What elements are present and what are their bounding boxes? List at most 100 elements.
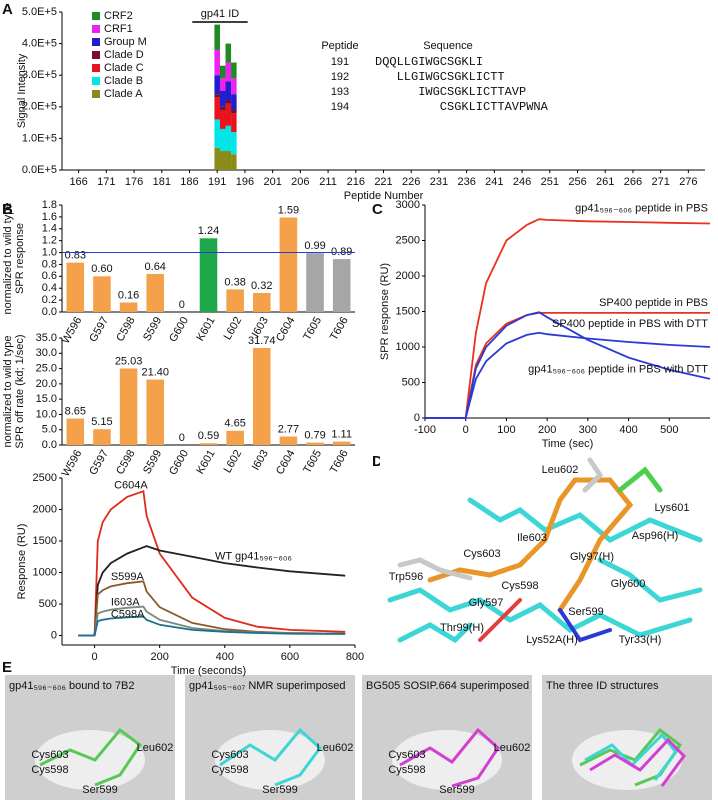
x-tick-label: 181 bbox=[153, 176, 171, 188]
x-tick-label: 276 bbox=[679, 176, 697, 188]
panel-label: D bbox=[372, 453, 383, 470]
bar-segment bbox=[214, 97, 220, 120]
y-tick-label: 500 bbox=[402, 376, 420, 388]
residue-label: Cys603 bbox=[211, 749, 248, 761]
annotation: C604A bbox=[114, 479, 148, 491]
x-tick-label: 600 bbox=[281, 651, 299, 663]
structure-d-art bbox=[380, 455, 716, 657]
y-axis-label: normalized to wild type bbox=[2, 336, 14, 448]
bar-segment bbox=[231, 62, 237, 79]
line bbox=[78, 615, 346, 637]
y-axis-label: Signal Intensity bbox=[16, 53, 28, 128]
legend-swatch bbox=[92, 25, 100, 33]
x-tick-label: L602 bbox=[222, 315, 245, 342]
residue-label: Tyr33(H) bbox=[619, 634, 662, 646]
annotation: SP400 peptide in PBS with DTT bbox=[552, 318, 708, 330]
bar bbox=[119, 302, 138, 312]
bar-segment bbox=[219, 128, 226, 152]
bar bbox=[93, 276, 111, 312]
y-tick-label: 2.0E+5 bbox=[22, 101, 57, 113]
table-cell: DQQLLGIWGCSGKLI bbox=[375, 55, 483, 69]
residue-label: Gly597 bbox=[469, 597, 504, 609]
bar bbox=[306, 253, 324, 312]
residue-label: Ser599 bbox=[568, 606, 603, 618]
panel-title: gp41₅₉₆₋₆₀₆ bound to 7B2 bbox=[9, 680, 134, 692]
y-tick-label: 20.0 bbox=[36, 378, 57, 390]
line bbox=[78, 545, 346, 637]
residue-label: Lys601 bbox=[654, 502, 689, 514]
bar bbox=[119, 368, 138, 445]
y-tick-label: 1.4 bbox=[42, 223, 57, 235]
y-axis-label: SPR response (RU) bbox=[379, 263, 391, 360]
residue-label: Cys598 bbox=[388, 764, 425, 776]
value-label: 0.59 bbox=[198, 430, 219, 442]
value-label: 0.89 bbox=[331, 246, 352, 258]
residue-label: Leu602 bbox=[542, 464, 579, 476]
table-cell: 191 bbox=[331, 56, 349, 68]
annotation: gp41₅₉₆₋₆₀₆ peptide in PBS with DTT bbox=[528, 364, 708, 376]
x-tick-label: L602 bbox=[222, 448, 245, 475]
table-cell: CSGKLICTTAVPWNA bbox=[440, 100, 549, 114]
table-cell: 193 bbox=[331, 86, 349, 98]
x-tick-label: 271 bbox=[651, 176, 669, 188]
x-tick-label: 0 bbox=[91, 651, 97, 663]
value-label: 0.99 bbox=[304, 240, 325, 252]
x-tick-label: G600 bbox=[167, 448, 191, 477]
value-label: 0.64 bbox=[145, 261, 166, 273]
line bbox=[425, 218, 711, 419]
legend-label: Group M bbox=[104, 36, 147, 48]
residue-label: Gly600 bbox=[611, 578, 646, 590]
y-tick-label: 500 bbox=[39, 598, 57, 610]
y-tick-label: 1.0 bbox=[42, 246, 57, 258]
legend-swatch bbox=[92, 12, 100, 20]
bar-segment bbox=[231, 109, 237, 114]
legend-label: Clade B bbox=[104, 75, 143, 87]
residue-label: Cys598 bbox=[501, 580, 538, 592]
x-tick-label: -100 bbox=[414, 424, 436, 436]
panel-label: B bbox=[2, 201, 13, 218]
x-tick-label: S599 bbox=[141, 448, 164, 476]
y-tick-label: 10.0 bbox=[36, 408, 57, 420]
x-tick-label: 251 bbox=[541, 176, 559, 188]
x-axis-label: Time (seconds) bbox=[171, 665, 246, 677]
x-tick-label: 200 bbox=[538, 424, 556, 436]
value-label: 0.32 bbox=[251, 280, 272, 292]
panel-label: C bbox=[372, 201, 383, 218]
y-tick-label: 1500 bbox=[33, 535, 57, 547]
x-tick-label: 206 bbox=[291, 176, 309, 188]
x-tick-label: C598 bbox=[114, 448, 138, 477]
x-tick-label: 261 bbox=[596, 176, 614, 188]
bar-segment bbox=[219, 91, 226, 107]
bar-segment bbox=[225, 43, 232, 63]
value-label: 0.79 bbox=[304, 429, 325, 441]
bar bbox=[66, 418, 85, 445]
x-tick-label: T605 bbox=[301, 315, 324, 343]
y-tick-label: 1000 bbox=[396, 341, 420, 353]
bar-segment bbox=[214, 49, 220, 76]
table-header: Sequence bbox=[423, 40, 473, 52]
bar bbox=[252, 292, 271, 312]
x-tick-label: 241 bbox=[485, 176, 503, 188]
bar-segment bbox=[231, 132, 237, 155]
x-tick-label: W596 bbox=[60, 448, 85, 479]
table-cell: 194 bbox=[331, 101, 349, 113]
residue-label: Cys598 bbox=[211, 764, 248, 776]
residue-label: Ser599 bbox=[82, 784, 117, 796]
x-tick-label: I603 bbox=[250, 448, 271, 473]
x-tick-label: 200 bbox=[150, 651, 168, 663]
y-tick-label: 0.2 bbox=[42, 294, 57, 306]
x-tick-label: 226 bbox=[402, 176, 420, 188]
x-tick-label: 191 bbox=[208, 176, 226, 188]
residue-label: Leu602 bbox=[494, 742, 531, 754]
value-label: 5.15 bbox=[91, 416, 112, 428]
bar-segment bbox=[214, 147, 220, 170]
bar bbox=[332, 259, 351, 312]
value-label: 0.38 bbox=[224, 276, 245, 288]
bar bbox=[306, 442, 324, 445]
structure-e-art bbox=[5, 675, 712, 800]
y-axis-label: SPR off rate (kd; 1/sec) bbox=[14, 334, 26, 448]
bar-segment bbox=[225, 151, 232, 170]
value-label: 0.60 bbox=[91, 263, 112, 275]
y-tick-label: 1.2 bbox=[42, 235, 57, 247]
